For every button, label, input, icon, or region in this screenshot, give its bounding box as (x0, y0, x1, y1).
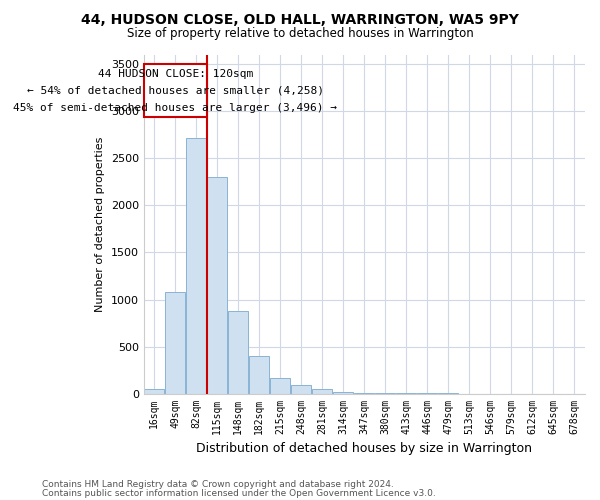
Bar (313, 390, 332, 394)
Bar (145, 389, 164, 394)
Bar (292, 385, 311, 394)
Bar (144, 64, 207, 117)
Text: 44, HUDSON CLOSE, OLD HALL, WARRINGTON, WA5 9PY: 44, HUDSON CLOSE, OLD HALL, WARRINGTON, … (81, 12, 519, 26)
X-axis label: Distribution of detached houses by size in Warrington: Distribution of detached houses by size … (196, 442, 532, 455)
Bar (250, 356, 269, 394)
Text: Size of property relative to detached houses in Warrington: Size of property relative to detached ho… (127, 28, 473, 40)
Text: ← 54% of detached houses are smaller (4,258): ← 54% of detached houses are smaller (4,… (27, 86, 324, 96)
Bar (229, 311, 248, 394)
Bar (271, 378, 290, 394)
Bar (166, 292, 185, 394)
Bar (187, 138, 206, 394)
Text: 45% of semi-detached houses are larger (3,496) →: 45% of semi-detached houses are larger (… (13, 102, 337, 113)
Text: Contains public sector information licensed under the Open Government Licence v3: Contains public sector information licen… (42, 488, 436, 498)
Text: 44 HUDSON CLOSE: 120sqm: 44 HUDSON CLOSE: 120sqm (98, 69, 253, 79)
Y-axis label: Number of detached properties: Number of detached properties (95, 136, 105, 312)
Bar (208, 178, 227, 394)
Bar (355, 393, 374, 394)
Text: Contains HM Land Registry data © Crown copyright and database right 2024.: Contains HM Land Registry data © Crown c… (42, 480, 394, 489)
Bar (334, 392, 353, 394)
